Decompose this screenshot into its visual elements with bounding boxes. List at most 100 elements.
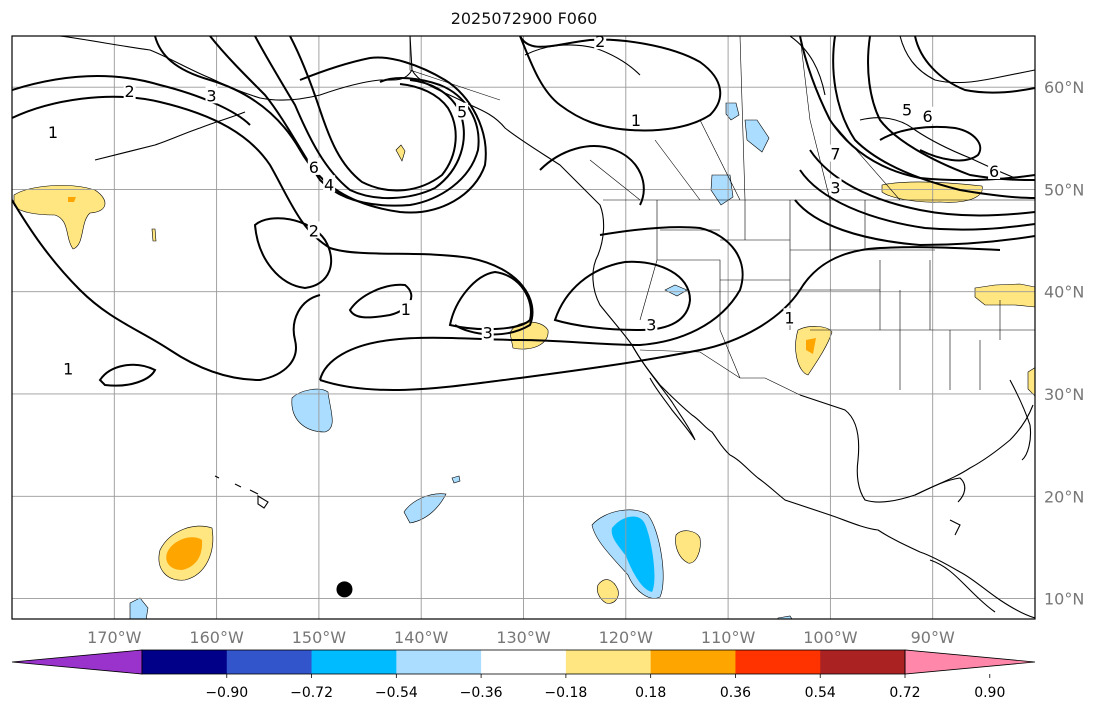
latitude-tick-label: 50°N xyxy=(1044,180,1084,199)
contour-label-background xyxy=(921,106,934,124)
colorbar-segment xyxy=(311,650,397,674)
contour-label: 1 xyxy=(784,308,794,327)
contour-line xyxy=(348,283,413,319)
positive-anomaly-region xyxy=(509,321,549,350)
contour-label: 2 xyxy=(125,82,135,101)
colorbar-segment xyxy=(820,650,906,674)
contour-line xyxy=(12,95,534,336)
longitude-tick-label: 100°W xyxy=(803,628,858,647)
contour-label-background xyxy=(456,102,469,120)
contour-label: 2 xyxy=(309,221,319,240)
negative-anomaly-region xyxy=(403,493,447,524)
contour-label-background xyxy=(307,157,320,175)
contour-line xyxy=(799,169,1035,231)
longitude-tick-label: 160°W xyxy=(189,628,244,647)
latitude-tick-label: 10°N xyxy=(1044,590,1084,609)
canada-province-borders xyxy=(589,36,901,201)
contour-label-background xyxy=(783,308,796,326)
florida-coast xyxy=(1009,379,1032,461)
contour-label: 5 xyxy=(457,103,467,122)
positive-anomaly-core xyxy=(68,197,76,202)
colorbar-extend-low xyxy=(11,649,143,675)
contour-line xyxy=(209,36,480,207)
longitude-tick-label: 120°W xyxy=(599,628,654,647)
contour-line xyxy=(12,74,251,126)
positive-anomaly-region xyxy=(151,228,157,242)
longitude-tick-label: 130°W xyxy=(496,628,551,647)
colorbar-frame xyxy=(141,649,906,675)
alaska-canada-border xyxy=(409,36,501,101)
contour-line xyxy=(539,145,645,206)
contour-line xyxy=(553,260,692,332)
central-america-coast xyxy=(929,519,996,613)
latitude-tick-label: 40°N xyxy=(1044,283,1084,302)
positive-anomaly-core xyxy=(166,537,203,570)
gridlines xyxy=(12,36,1035,619)
contour-label-background xyxy=(829,144,842,162)
colorbar-segment xyxy=(565,650,652,674)
contour-label: 2 xyxy=(595,32,605,51)
contour-label: 3 xyxy=(206,86,216,105)
contour-line xyxy=(319,226,744,381)
positive-anomaly-region xyxy=(1027,367,1035,397)
figure-title: 2025072900 F060 xyxy=(450,9,598,28)
location-marker xyxy=(336,581,353,598)
contour-line xyxy=(154,36,487,214)
colorbar-segment xyxy=(142,650,228,674)
positive-anomaly-region xyxy=(881,181,983,203)
colorbar-tick-label: −0.54 xyxy=(375,685,418,701)
contour-label: 4 xyxy=(324,175,334,194)
contour-label: 5 xyxy=(902,101,912,120)
gulf-of-mexico-coast xyxy=(799,394,1034,503)
contour-line xyxy=(794,199,1035,247)
anomaly-fills xyxy=(13,102,1035,619)
colorbar-segment xyxy=(735,650,821,674)
hawaiian-islands xyxy=(214,475,269,509)
contour-label-background xyxy=(594,36,607,50)
contour-label: 1 xyxy=(631,111,641,130)
contour-label: 1 xyxy=(63,359,73,378)
contour-label-background xyxy=(399,300,412,318)
longitude-tick-labels: 170°W 160°W 150°W 140°W 130°W 120°W 110°W 100°W… xyxy=(87,628,955,647)
contour-label-background xyxy=(205,86,218,104)
contour-line xyxy=(519,36,722,132)
contour-line xyxy=(799,36,1035,182)
colorbar-tick-label: 0.18 xyxy=(635,685,666,701)
positive-anomaly-region xyxy=(974,283,1035,308)
negative-anomaly-region xyxy=(291,388,333,433)
coastlines xyxy=(59,36,1035,619)
negative-anomaly-region xyxy=(664,284,688,297)
contour-label: 3 xyxy=(646,315,656,334)
colorbar-segment xyxy=(396,650,482,674)
contour-line xyxy=(448,270,532,331)
positive-anomaly-region xyxy=(13,185,106,250)
colorbar-tick-label: −0.18 xyxy=(544,685,587,701)
latitude-tick-label: 60°N xyxy=(1044,78,1084,97)
north-america-coastline xyxy=(409,36,1035,619)
colorbar-tick-label: 0.54 xyxy=(805,685,836,701)
aleutian-chain xyxy=(94,111,246,161)
contour-line xyxy=(319,246,1001,391)
contour-label-background xyxy=(645,315,658,333)
negative-anomaly-core xyxy=(611,516,655,592)
positive-anomaly-region xyxy=(795,326,833,376)
negative-anomaly-region xyxy=(451,475,461,484)
contour-line xyxy=(12,199,321,382)
positive-anomaly-core xyxy=(806,338,816,354)
contour-line xyxy=(867,36,1035,181)
negative-anomaly-region xyxy=(710,174,734,206)
contour-line xyxy=(809,149,1035,217)
contour-label: 6 xyxy=(922,107,932,126)
yucatan-coast xyxy=(914,477,966,503)
contour-label-background xyxy=(630,110,643,128)
colorbar-tick-label: −0.90 xyxy=(205,685,248,701)
map-frame xyxy=(11,35,1036,620)
baja-peninsula xyxy=(631,344,696,441)
contour-label: 6 xyxy=(989,162,999,181)
contour-lines xyxy=(12,36,1035,391)
contour-label: 3 xyxy=(830,178,840,197)
contour-line xyxy=(289,36,457,192)
longitude-tick-label: 90°W xyxy=(911,628,955,647)
